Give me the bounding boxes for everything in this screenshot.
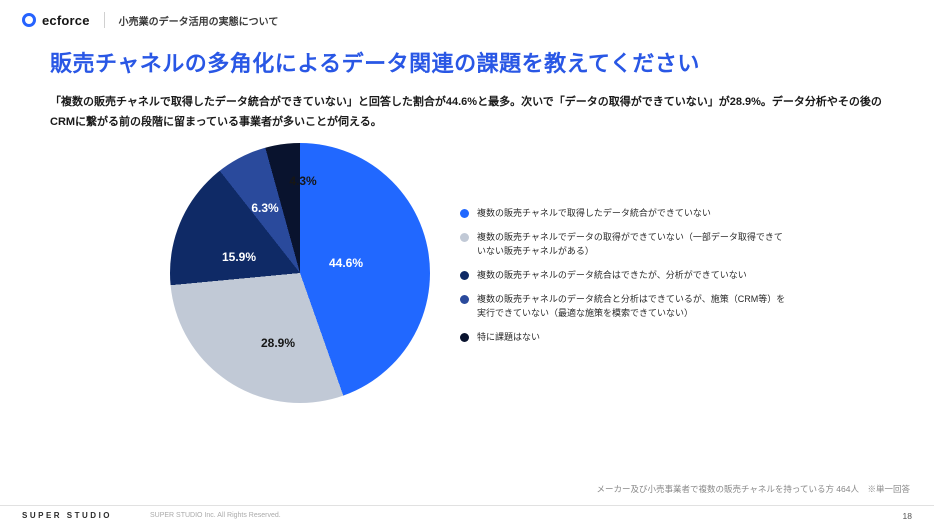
legend-label: 特に課題はない (477, 331, 540, 345)
legend-item: 複数の販売チャネルでデータの取得ができていない（一部データ取得できていない販売チ… (460, 231, 787, 259)
footer-copyright: SUPER STUDIO Inc. All Rights Reserved. (150, 512, 281, 519)
legend: 複数の販売チャネルで取得したデータ統合ができていない複数の販売チャネルでデータの… (460, 201, 787, 345)
page-number: 18 (903, 511, 912, 521)
footnote: メーカー及び小売事業者で複数の販売チャネルを持っている方 464人 ※単一回答 (596, 483, 910, 495)
legend-dot-icon (460, 209, 469, 218)
legend-label: 複数の販売チャネルで取得したデータ統合ができていない (477, 207, 711, 221)
legend-dot-icon (460, 295, 469, 304)
legend-item: 複数の販売チャネルのデータ統合はできたが、分析ができていない (460, 269, 787, 283)
pie-graphic (170, 143, 430, 403)
main-content: 販売チャネルの多角化によるデータ関連の課題を教えてください 「複数の販売チャネル… (0, 38, 934, 403)
page-title: 販売チャネルの多角化によるデータ関連の課題を教えてください (50, 46, 884, 78)
legend-dot-icon (460, 271, 469, 280)
footer-brand: SUPER STUDIO (22, 511, 112, 520)
legend-dot-icon (460, 333, 469, 342)
header: ecforce 小売業のデータ活用の実態について (0, 0, 934, 38)
legend-item: 複数の販売チャネルで取得したデータ統合ができていない (460, 207, 787, 221)
pie-chart: 44.6%28.9%15.9%6.3%4.3% (170, 143, 430, 403)
legend-item: 複数の販売チャネルのデータ統合と分析はできているが、施策（CRM等）を実行できて… (460, 293, 787, 321)
legend-label: 複数の販売チャネルのデータ統合はできたが、分析ができていない (477, 269, 747, 283)
footer: SUPER STUDIO SUPER STUDIO Inc. All Right… (0, 505, 934, 525)
description: 「複数の販売チャネルで取得したデータ統合ができていない」と回答した割合が44.6… (50, 92, 884, 133)
chart-area: 44.6%28.9%15.9%6.3%4.3% 複数の販売チャネルで取得したデー… (50, 143, 884, 403)
legend-item: 特に課題はない (460, 331, 787, 345)
legend-dot-icon (460, 233, 469, 242)
logo-text: ecforce (42, 13, 90, 28)
legend-label: 複数の販売チャネルでデータの取得ができていない（一部データ取得できていない販売チ… (477, 231, 787, 259)
logo: ecforce (22, 13, 90, 28)
logo-icon (22, 13, 36, 27)
legend-label: 複数の販売チャネルのデータ統合と分析はできているが、施策（CRM等）を実行できて… (477, 293, 787, 321)
header-subtitle: 小売業のデータ活用の実態について (119, 13, 279, 28)
divider (104, 12, 105, 28)
